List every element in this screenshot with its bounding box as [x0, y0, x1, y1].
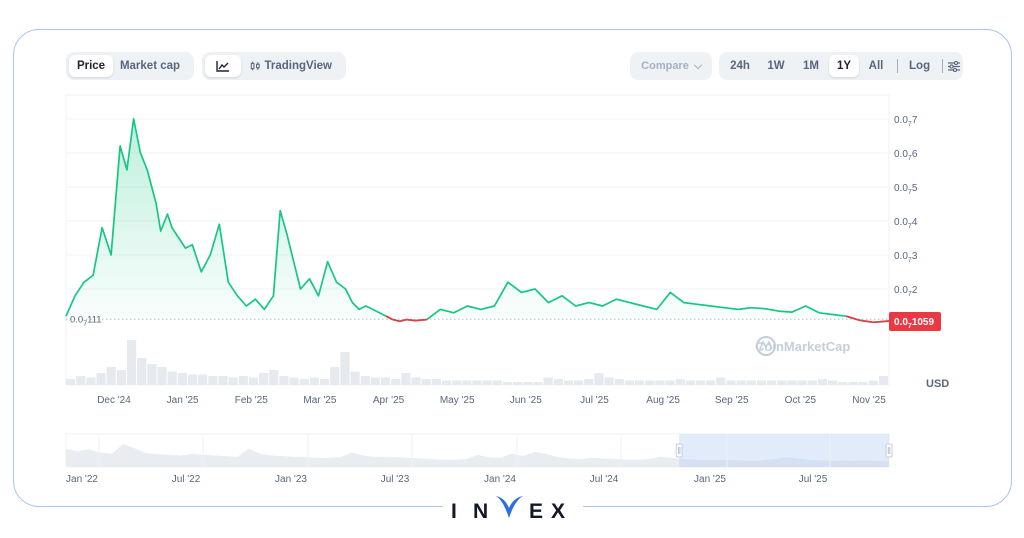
range-1w[interactable]: 1W [767, 60, 785, 72]
price-tab[interactable]: Price [69, 55, 113, 77]
line-chart-button[interactable] [205, 55, 241, 77]
toolbar-divider [941, 59, 943, 73]
candlestick-icon [250, 61, 260, 71]
settings-sliders-icon [947, 60, 960, 72]
tradingview-label: TradingView [264, 60, 332, 72]
invex-logo-icon: I N V E X [451, 496, 565, 523]
marketcap-tab[interactable]: Market cap [119, 60, 181, 72]
brand-v-mark [496, 496, 523, 518]
range-24h[interactable]: 24h [730, 60, 750, 72]
toolbar-divider [896, 59, 898, 73]
brand-letter: E [529, 500, 543, 523]
log-scale-button[interactable]: Log [909, 60, 931, 72]
line-chart-icon [216, 61, 229, 72]
chevron-down-icon [693, 60, 703, 69]
brand-logo: I N V E X [443, 488, 583, 534]
chart-card [13, 29, 1012, 507]
brand-letter: N [473, 500, 488, 523]
brand-letter: I [451, 500, 457, 523]
range-1y[interactable]: 1Y [828, 55, 859, 77]
range-1m[interactable]: 1M [803, 60, 819, 72]
metric-toggle: Price Market cap [66, 52, 194, 80]
chart-style-toggle: TradingView [202, 52, 346, 80]
range-selector: 24h 1W 1M 1Y All Log [719, 52, 963, 80]
brand-letter: X [551, 500, 565, 523]
compare-label: Compare [641, 60, 689, 72]
range-all[interactable]: All [868, 60, 884, 72]
chart-settings-button[interactable] [947, 55, 960, 77]
tradingview-button[interactable]: TradingView [241, 55, 341, 77]
compare-dropdown[interactable]: Compare [630, 52, 712, 80]
